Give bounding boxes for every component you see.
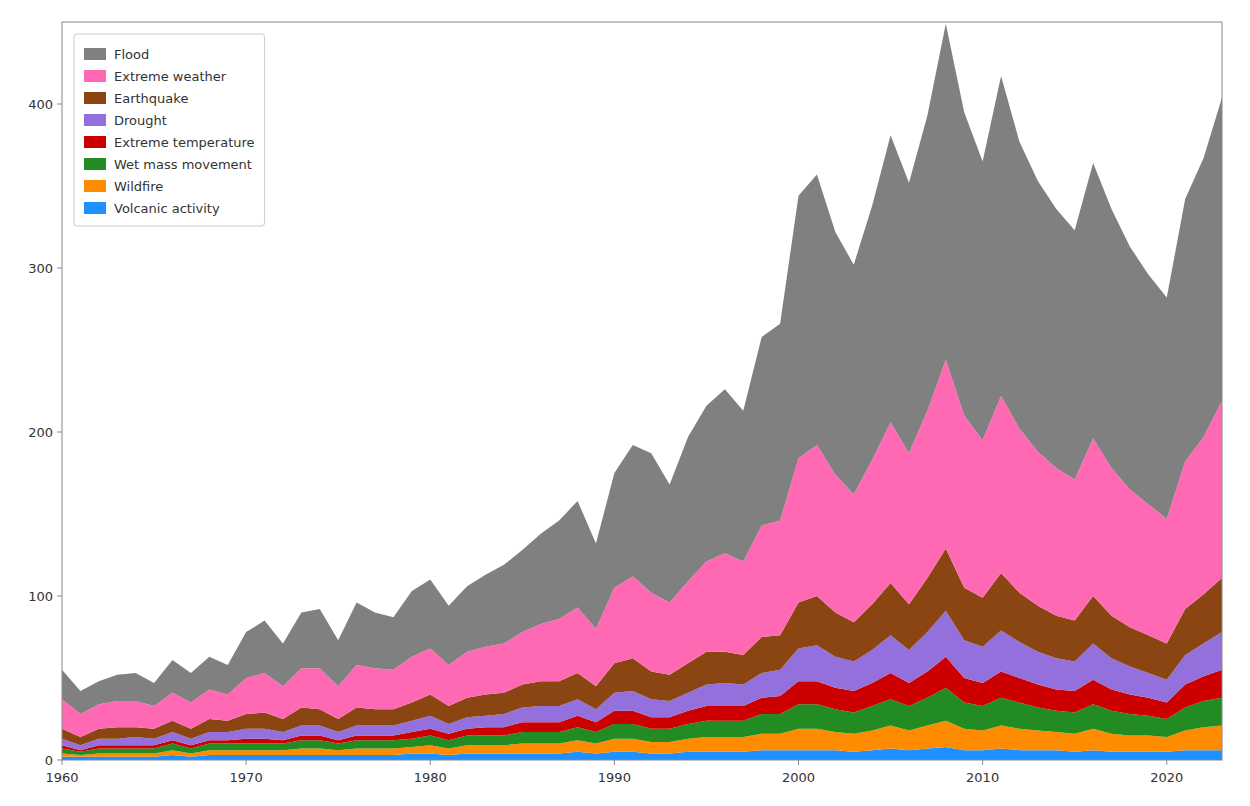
x-tick <box>246 760 247 765</box>
legend-label: Wildfire <box>114 179 163 194</box>
y-tick <box>57 432 62 433</box>
legend-label: Earthquake <box>114 91 188 106</box>
legend-label: Drought <box>114 113 167 128</box>
y-tick <box>57 104 62 105</box>
y-tick <box>57 596 62 597</box>
y-tick <box>57 268 62 269</box>
x-tick-label: 1980 <box>414 770 447 785</box>
areas <box>62 24 1222 760</box>
legend-swatch <box>84 70 106 82</box>
x-tick-label: 1990 <box>598 770 631 785</box>
x-tick <box>798 760 799 765</box>
x-tick <box>1166 760 1167 765</box>
x-tick <box>430 760 431 765</box>
x-axis: 1960 1970 1980 1990 2000 2010 2020 <box>45 760 1183 785</box>
legend-swatch <box>84 114 106 126</box>
y-tick-label: 200 <box>28 425 53 440</box>
x-tick-label: 2010 <box>966 770 999 785</box>
x-tick-label: 2000 <box>782 770 815 785</box>
y-tick <box>57 760 62 761</box>
legend-swatch <box>84 158 106 170</box>
legend-swatch <box>84 202 106 214</box>
y-axis: 0 100 200 300 400 <box>28 97 62 768</box>
x-tick-label: 2020 <box>1150 770 1183 785</box>
x-tick <box>62 760 63 765</box>
plot-frame <box>62 22 1222 760</box>
legend-swatch <box>84 92 106 104</box>
plot-background <box>62 22 1222 760</box>
x-tick <box>982 760 983 765</box>
legend: Flood Extreme weather Earthquake Drought Ext… <box>74 34 265 226</box>
legend-label: Extreme weather <box>114 69 227 84</box>
legend-box <box>74 34 265 226</box>
x-tick <box>614 760 615 765</box>
legend-label: Volcanic activity <box>114 201 220 216</box>
legend-swatch <box>84 48 106 60</box>
legend-label: Flood <box>114 47 149 62</box>
area-series <box>62 24 1222 714</box>
legend-swatch <box>84 136 106 148</box>
y-tick-label: 0 <box>45 753 53 768</box>
legend-label: Wet mass movement <box>114 157 252 172</box>
legend-label: Extreme temperature <box>114 135 255 150</box>
x-tick-label: 1970 <box>230 770 263 785</box>
y-tick-label: 400 <box>28 97 53 112</box>
x-tick-label: 1960 <box>45 770 78 785</box>
y-tick-label: 100 <box>28 589 53 604</box>
legend-swatch <box>84 180 106 192</box>
chart-root: 1960 1970 1980 1990 2000 2010 2020 0 100 200 300 40… <box>0 0 1250 806</box>
y-tick-label: 300 <box>28 261 53 276</box>
